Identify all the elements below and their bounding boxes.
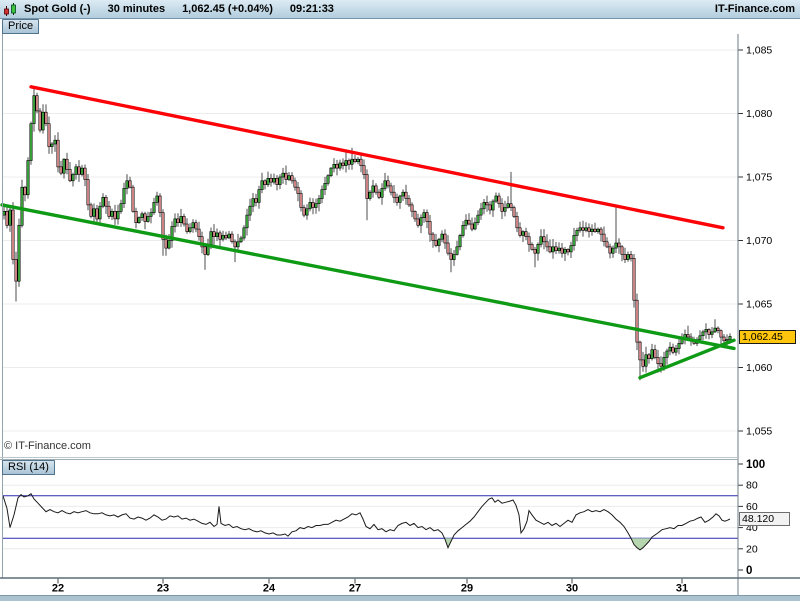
last-quote: 1,062.45 (+0.04%) bbox=[182, 3, 273, 15]
svg-text:80: 80 bbox=[746, 480, 758, 492]
svg-text:29: 29 bbox=[461, 583, 473, 595]
last-price-tag: 1,062.45 bbox=[739, 330, 796, 344]
tab-price[interactable]: Price bbox=[2, 19, 40, 34]
svg-text:1,070: 1,070 bbox=[746, 235, 772, 247]
candles-series bbox=[2, 86, 732, 381]
svg-text:20: 20 bbox=[746, 543, 758, 555]
svg-text:27: 27 bbox=[349, 583, 361, 595]
svg-text:40: 40 bbox=[746, 522, 758, 534]
copyright-watermark: © IT-Finance.com bbox=[4, 440, 91, 452]
svg-text:1,065: 1,065 bbox=[746, 299, 772, 311]
rsi-plot bbox=[2, 484, 738, 551]
svg-text:24: 24 bbox=[263, 583, 276, 595]
axes-and-labels: 1,085 1,080 1,075 1,070 1,065 1,060 1,055 100 80… bbox=[0, 34, 800, 595]
svg-text:60: 60 bbox=[746, 501, 758, 513]
svg-text:100: 100 bbox=[746, 459, 765, 471]
trendline-wedge-support[interactable] bbox=[638, 338, 736, 380]
svg-text:0: 0 bbox=[746, 565, 752, 577]
title-bar: Spot Gold (-) 30 minutes 1,062.45 (+0.04… bbox=[0, 0, 800, 19]
svg-text:1,055: 1,055 bbox=[746, 426, 772, 438]
brand-label: IT-Finance.com bbox=[714, 3, 795, 15]
svg-text:30: 30 bbox=[566, 583, 578, 595]
svg-text:1,080: 1,080 bbox=[746, 108, 772, 120]
clock: 09:21:33 bbox=[289, 3, 334, 15]
trendline-lower-support[interactable] bbox=[0, 203, 736, 351]
svg-text:1,085: 1,085 bbox=[746, 45, 772, 57]
svg-text:1,060: 1,060 bbox=[746, 362, 772, 374]
horizontal-scrollbar[interactable] bbox=[0, 595, 800, 601]
svg-text:23: 23 bbox=[157, 583, 169, 595]
instrument-name: Spot Gold (-) bbox=[24, 3, 91, 15]
candlestick-chart-icon bbox=[3, 2, 18, 17]
trendlines bbox=[0, 85, 736, 380]
price-gridlines bbox=[2, 49, 738, 432]
rsi-value-tag: 48.120 bbox=[739, 512, 790, 526]
timeframe-label: 30 minutes bbox=[107, 3, 166, 15]
svg-text:1,075: 1,075 bbox=[746, 172, 772, 184]
svg-text:31: 31 bbox=[676, 583, 688, 595]
trendline-upper-resistance[interactable] bbox=[29, 85, 725, 230]
tab-rsi[interactable]: RSI (14) bbox=[2, 460, 55, 475]
svg-text:22: 22 bbox=[52, 583, 64, 595]
